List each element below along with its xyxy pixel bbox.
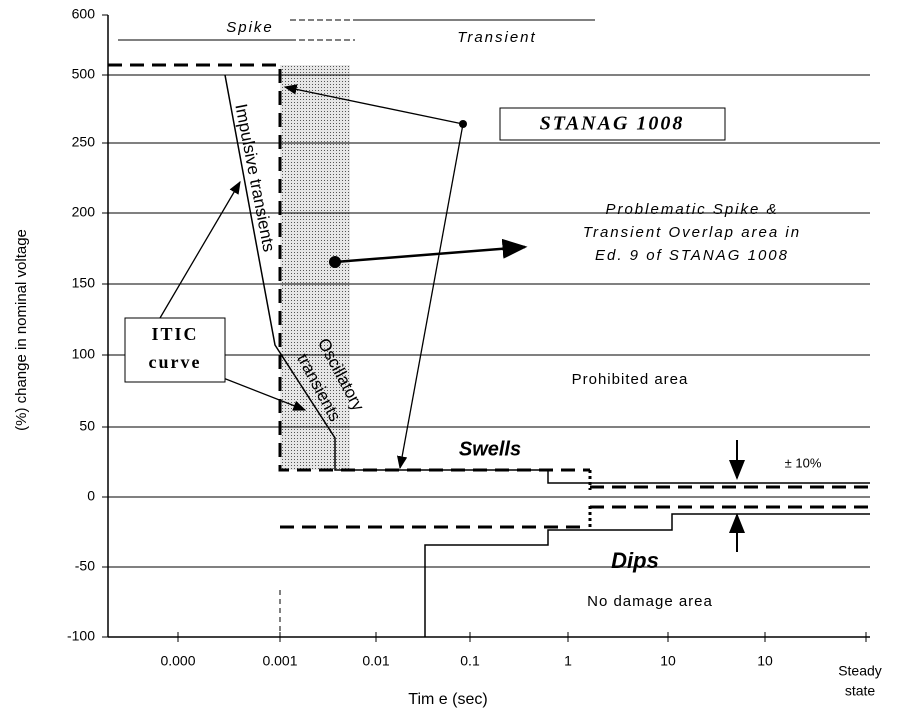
problematic-label: Transient Overlap area in: [583, 224, 801, 241]
problematic-label: Problematic Spike &: [605, 201, 778, 218]
y-tick-label: 250: [72, 134, 96, 150]
dips-label: Dips: [611, 548, 659, 573]
y-tick-label: 100: [72, 346, 96, 362]
itic-curve: [224, 74, 870, 637]
pointer-dot: [459, 120, 467, 128]
problematic-label: Ed. 9 of STANAG 1008: [595, 247, 789, 264]
x-tick-label: 0.01: [362, 653, 389, 669]
itic-label: curve: [149, 352, 202, 372]
x-tick-label: 1: [564, 653, 572, 669]
y-tick-label: 150: [72, 275, 96, 291]
x-tick-label: 10: [660, 653, 676, 669]
y-tick-label: -50: [75, 558, 95, 574]
tolerance-label: ± 10%: [785, 455, 822, 470]
overlap-area: [280, 65, 350, 470]
x-tick-label: state: [845, 683, 876, 699]
swells-label: Swells: [459, 438, 521, 460]
grid: [102, 14, 880, 638]
y-tick-label: -100: [67, 628, 95, 644]
spike-transient-lines: [118, 19, 595, 41]
pointer-dot: [329, 256, 341, 268]
impulsive-label: Impulsive transients: [231, 102, 278, 253]
y-tick-label: 0: [87, 488, 95, 504]
x-tick-label: 10: [757, 653, 773, 669]
itic-label: ITIC: [151, 324, 198, 344]
x-tick-label: 0.000: [160, 653, 195, 669]
x-tick-label: Steady: [838, 663, 882, 679]
stanag-label: STANAG 1008: [540, 113, 685, 135]
x-tick-label: 0.1: [460, 653, 480, 669]
y-tick-label: 600: [72, 6, 96, 22]
y-tick-label: 50: [79, 418, 95, 434]
x-axis-title: Tim e (sec): [408, 691, 487, 708]
prohibited-label: Prohibited area: [572, 371, 689, 388]
no-damage-label: No damage area: [587, 593, 713, 610]
transient-label: Transient: [457, 29, 536, 46]
x-tick-label: 0.001: [262, 653, 297, 669]
y-tick-label: 200: [72, 204, 96, 220]
stanag-box: [499, 107, 726, 141]
spike-label: Spike: [226, 19, 274, 36]
itic-box: [124, 317, 226, 383]
y-axis-title: (%) change in nominal voltage: [13, 229, 30, 431]
y-tick-label: 500: [72, 66, 96, 82]
